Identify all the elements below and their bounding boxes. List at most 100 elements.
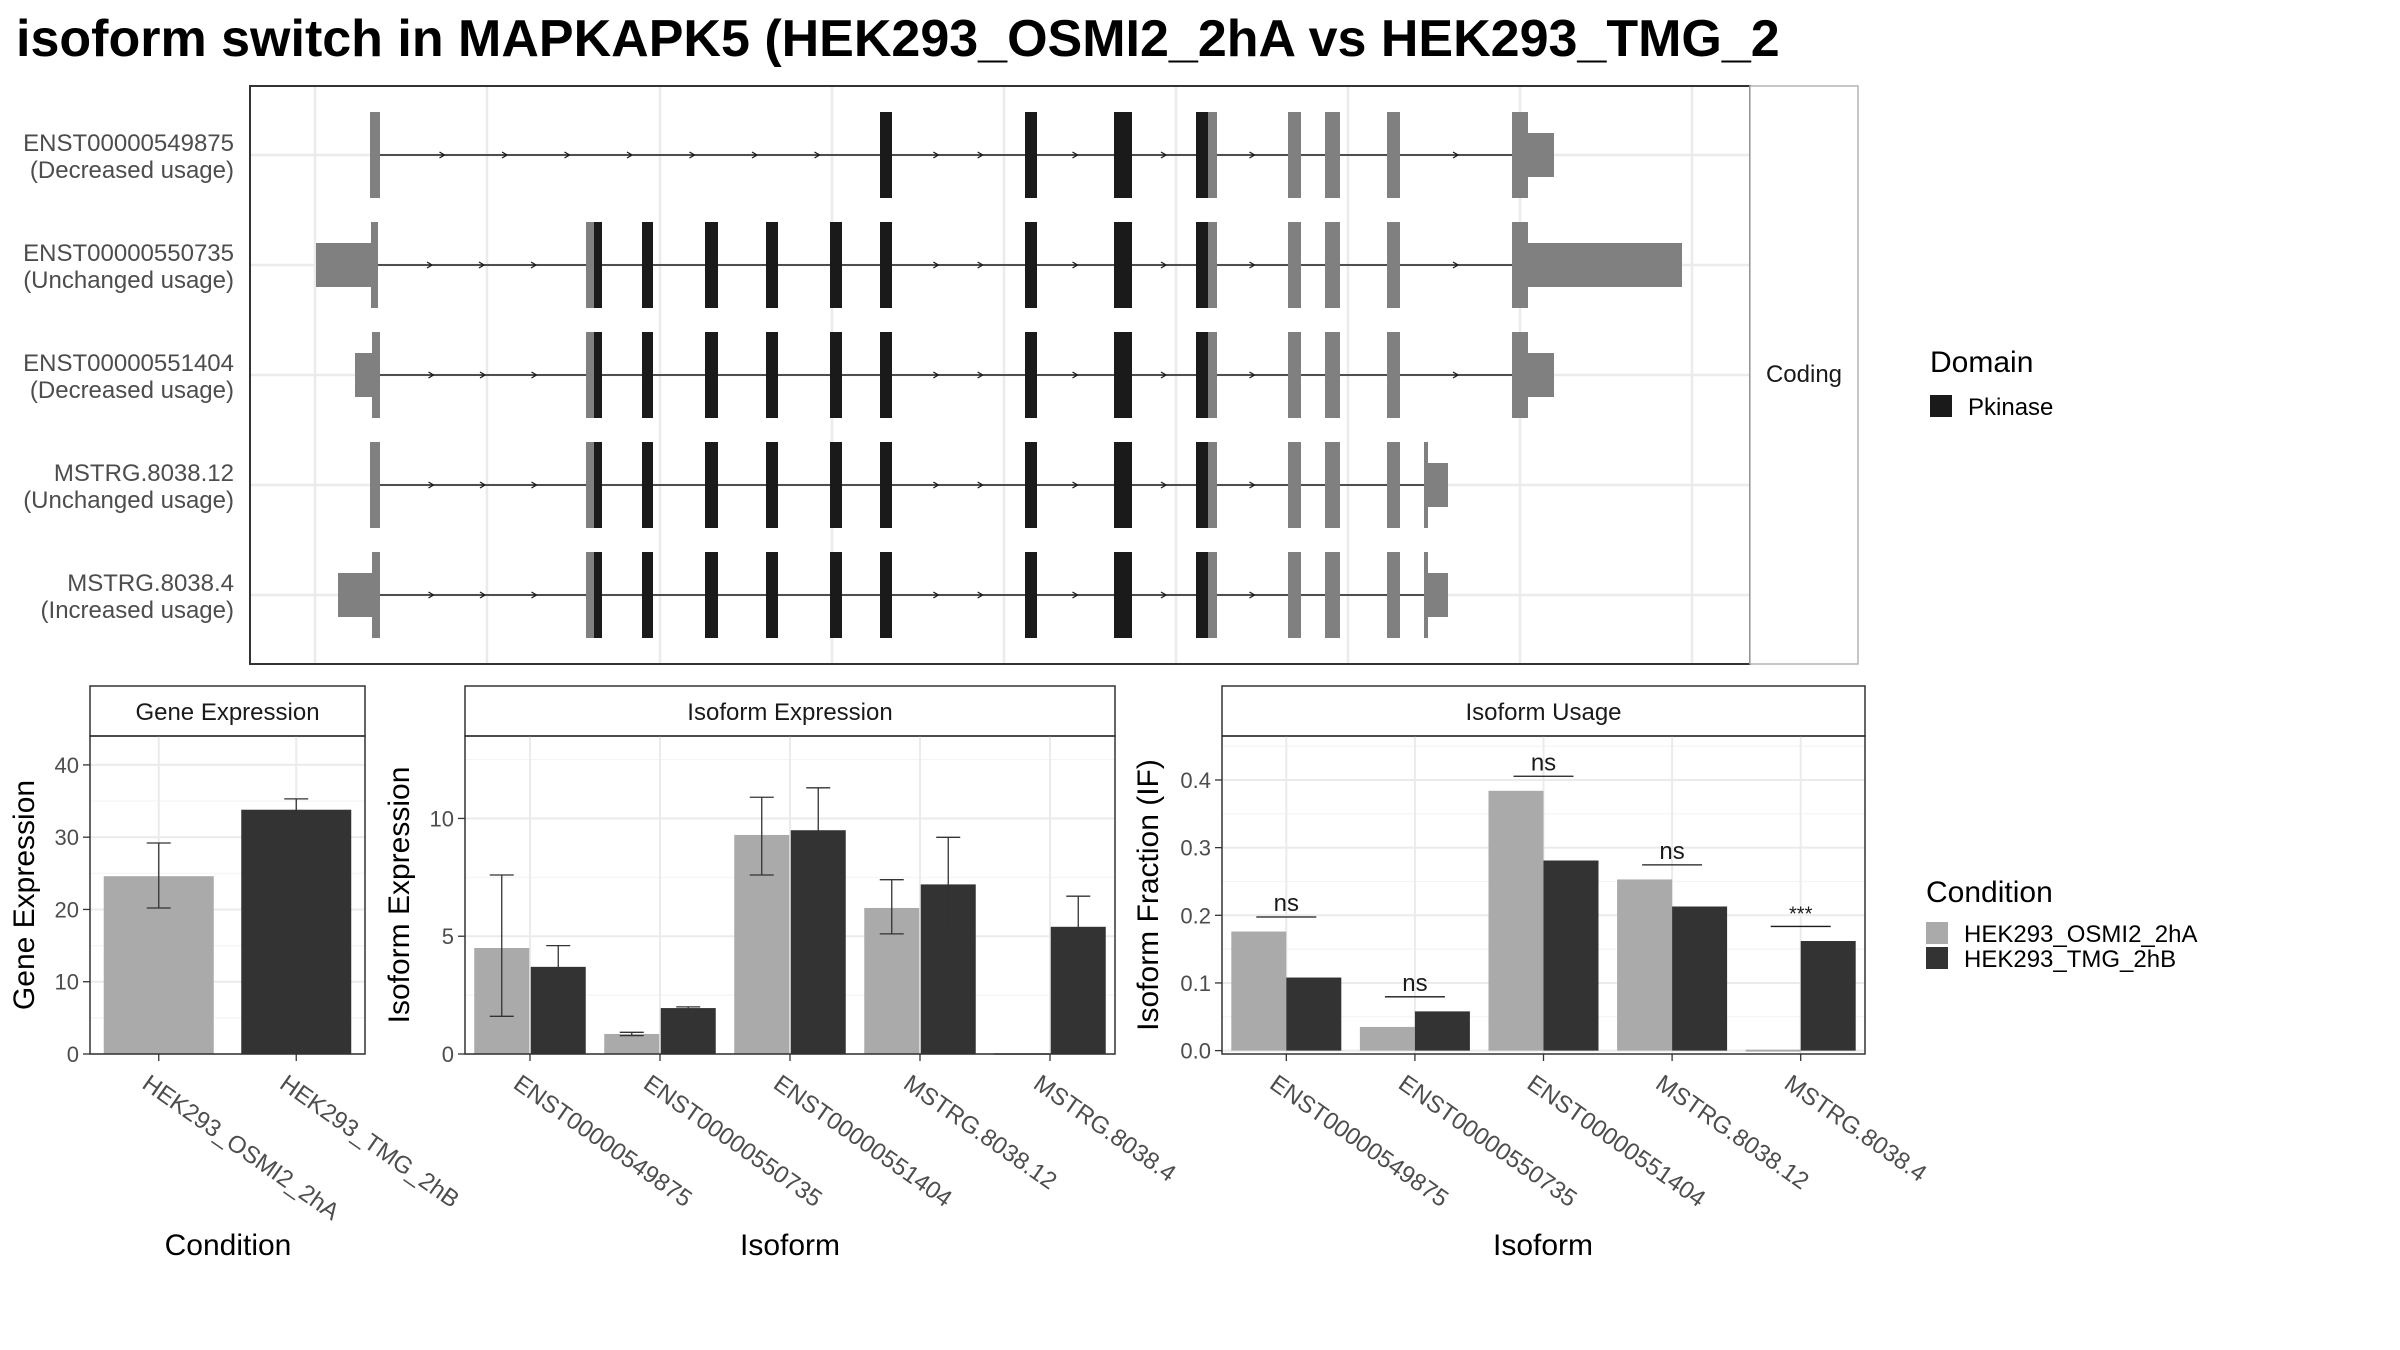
transcript-track-mstrg-8038-4 (338, 552, 1448, 638)
coding-exon (1325, 442, 1340, 528)
transcript-usage-label: (Unchanged usage) (23, 487, 234, 514)
coding-exon (1387, 442, 1400, 528)
coding-exon (1512, 112, 1528, 198)
bar-hek293-osmi2-2ha-enst00000550735 (604, 1033, 660, 1054)
y-axis-ticks: 0 10 20 30 40 (55, 753, 90, 1067)
coding-exon (1208, 222, 1217, 308)
pkinase-domain-exon (594, 222, 602, 308)
pkinase-legend-label: Pkinase (1968, 394, 2053, 421)
panel-border (89, 735, 366, 1055)
coding-exon (1288, 442, 1301, 528)
intron-direction-arrow (932, 151, 940, 159)
utr-exon (316, 243, 371, 287)
pkinase-domain-exon (1196, 112, 1208, 198)
y-tick-label: 40 (55, 753, 79, 778)
coding-exon (371, 222, 378, 308)
significance-annotations: ns ns ns ns *** (1256, 749, 1831, 998)
transcript-tracks (316, 112, 1682, 638)
coding-exon (1325, 552, 1340, 638)
pkinase-domain-exon (594, 552, 602, 638)
intron-direction-arrow (426, 261, 434, 269)
y-tick-label: 0 (67, 1042, 79, 1067)
bar-hek293-tmg-2hb-enst00000550735 (1414, 1011, 1470, 1051)
coding-exon (1288, 332, 1301, 418)
error-bar (546, 944, 571, 992)
pkinase-domain-exon (705, 332, 718, 418)
bar-hek293-osmi2-2ha-mstrg-8038-12 (1617, 879, 1673, 1051)
isoform-usage-panel: Isoform Usage ns ns ns ns *** 0.0 0.1 0.2 0.3 0.4 E… (1132, 685, 1931, 1262)
transcript-track-enst00000551404 (355, 332, 1554, 418)
pkinase-domain-exon (880, 552, 892, 638)
error-bar (806, 787, 831, 871)
transcript-track-enst00000549875 (370, 112, 1554, 198)
error-bar (879, 879, 904, 935)
error-bar (676, 1006, 701, 1010)
error-bar (489, 874, 514, 1017)
pkinase-domain-exon (1196, 442, 1208, 528)
pkinase-domain-exon (642, 442, 653, 528)
pkinase-domain-exon (1025, 222, 1037, 308)
condition-legend: Condition HEK293_OSMI2_2hA HEK293_TMG_2h… (1926, 876, 2197, 973)
transcript-id-label: ENST00000551404 (23, 350, 234, 377)
intron-direction-arrow (1452, 371, 1460, 379)
coding-exon (586, 442, 594, 528)
pkinase-domain-exon (766, 222, 778, 308)
transcript-usage-label: (Increased usage) (41, 597, 234, 624)
intron-direction-arrow (1249, 151, 1256, 159)
intron-direction-arrow (689, 151, 696, 159)
intron-direction-arrow (428, 591, 435, 599)
utr-exon (1528, 243, 1682, 287)
coding-exon (586, 552, 594, 638)
transcript-id-label: ENST00000549875 (23, 130, 234, 157)
coding-exon (372, 552, 380, 638)
x-axis-title: Isoform (1493, 1229, 1593, 1262)
tmg-legend-swatch (1926, 947, 1948, 969)
isoform-expression-panel: Isoform Expression 0 5 10 ENST00000549875ENS… (383, 685, 1181, 1262)
coding-exon (1424, 442, 1428, 528)
y-axis-ticks: 0.0 0.1 0.2 0.3 0.4 (1180, 768, 1222, 1064)
bar-hek293-tmg-2hb-enst00000550735 (660, 1008, 716, 1054)
coding-exon (1387, 222, 1400, 308)
transcript-structure-panel: Coding ENST00000549875(Decreased usage)E… (23, 85, 1859, 665)
utr-exon (338, 573, 372, 617)
intron-direction-arrow (1249, 481, 1256, 489)
coding-exon (1288, 112, 1301, 198)
intron-direction-arrow (428, 371, 435, 379)
x-axis-ticks: ENST00000549875ENST00000550735ENST000005… (1265, 1054, 1931, 1213)
intron-direction-arrow (932, 371, 940, 379)
coding-exon (586, 222, 594, 308)
pkinase-domain-exon (830, 332, 842, 418)
error-bar (619, 1031, 644, 1037)
coding-exon (1288, 552, 1301, 638)
y-tick-label: 5 (442, 924, 454, 949)
pkinase-domain-exon (705, 552, 718, 638)
transcript-id-label: MSTRG.8038.12 (54, 460, 234, 487)
pkinase-domain-exon (1114, 332, 1132, 418)
pkinase-domain-exon (1025, 332, 1037, 418)
bar-hek293-tmg-2hb-enst00000549875 (1286, 977, 1342, 1051)
intron-direction-arrow (1160, 151, 1168, 159)
osmi-legend-label: HEK293_OSMI2_2hA (1964, 921, 2197, 948)
pkinase-domain-exon (766, 552, 778, 638)
intron-direction-arrow (977, 481, 984, 489)
pkinase-domain-exon (766, 442, 778, 528)
pkinase-domain-exon (880, 222, 892, 308)
intron-direction-arrow (501, 151, 509, 159)
pkinase-domain-exon (1025, 552, 1037, 638)
coding-exon (372, 332, 380, 418)
utr-exon (1528, 133, 1554, 177)
intron-direction-arrow (530, 261, 538, 269)
bar-hek293-osmi2-2ha-enst00000550735 (1359, 1026, 1415, 1051)
pkinase-domain-exon (1196, 222, 1208, 308)
pkinase-domain-exon (594, 332, 602, 418)
x-axis-ticks: ENST00000549875ENST00000550735ENST000005… (509, 1054, 1181, 1213)
bar-hek293-osmi2-2ha-enst00000549875 (1231, 931, 1287, 1051)
panel-strip (89, 685, 366, 737)
coding-exon (1325, 112, 1340, 198)
transcript-id-label: ENST00000550735 (23, 240, 234, 267)
transcript-track-mstrg-8038-12 (370, 442, 1448, 528)
pkinase-domain-exon (880, 442, 892, 528)
osmi-legend-swatch (1926, 922, 1948, 944)
coding-exon (1424, 552, 1428, 638)
intron-direction-arrow (531, 371, 538, 379)
